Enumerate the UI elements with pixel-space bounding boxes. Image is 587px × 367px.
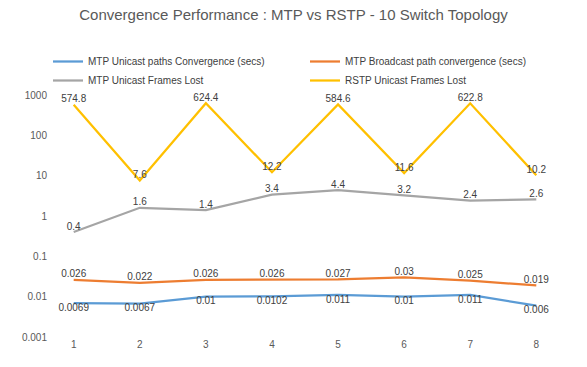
- svg-text:MTP Broadcast path convergence: MTP Broadcast path convergence (secs): [345, 56, 526, 67]
- svg-text:0.01: 0.01: [28, 291, 48, 302]
- svg-text:1: 1: [71, 339, 77, 350]
- svg-text:4: 4: [269, 339, 275, 350]
- svg-text:0.019: 0.019: [524, 274, 549, 285]
- svg-text:3: 3: [203, 339, 209, 350]
- svg-text:MTP Unicast paths Convergence: MTP Unicast paths Convergence (secs): [88, 56, 265, 67]
- svg-text:0.011: 0.011: [458, 294, 483, 305]
- svg-text:0.0067: 0.0067: [124, 302, 155, 313]
- svg-text:7.6: 7.6: [133, 169, 147, 180]
- svg-text:1: 1: [41, 211, 47, 222]
- svg-text:0.025: 0.025: [458, 269, 483, 280]
- svg-text:0.0102: 0.0102: [257, 295, 288, 306]
- svg-text:0.022: 0.022: [127, 271, 152, 282]
- svg-text:0.026: 0.026: [259, 268, 284, 279]
- svg-text:0.01: 0.01: [196, 295, 216, 306]
- svg-text:0.006: 0.006: [524, 304, 549, 315]
- svg-text:6: 6: [401, 339, 407, 350]
- svg-text:4.4: 4.4: [331, 179, 345, 190]
- svg-text:3.4: 3.4: [265, 183, 279, 194]
- svg-text:584.6: 584.6: [326, 93, 351, 104]
- svg-text:0.0069: 0.0069: [58, 302, 89, 313]
- svg-text:12.2: 12.2: [262, 161, 282, 172]
- svg-text:0.03: 0.03: [394, 266, 414, 277]
- svg-text:0.026: 0.026: [61, 268, 86, 279]
- svg-text:0.001: 0.001: [22, 332, 47, 343]
- svg-text:574.8: 574.8: [61, 93, 86, 104]
- svg-text:Convergence Performance : MTP: Convergence Performance : MTP vs RSTP - …: [79, 6, 508, 23]
- svg-text:11.6: 11.6: [395, 162, 414, 173]
- svg-text:2.6: 2.6: [529, 188, 543, 199]
- svg-text:MTP Unicast Frames Lost: MTP Unicast Frames Lost: [88, 75, 204, 86]
- svg-text:0.027: 0.027: [326, 268, 351, 279]
- svg-text:0.4: 0.4: [67, 221, 81, 232]
- svg-text:622.8: 622.8: [458, 92, 483, 103]
- svg-text:100: 100: [30, 130, 47, 141]
- svg-text:2: 2: [137, 339, 143, 350]
- svg-text:RSTP Unicast Frames Lost: RSTP Unicast Frames Lost: [345, 75, 466, 86]
- svg-text:0.1: 0.1: [33, 251, 47, 262]
- svg-text:1.6: 1.6: [133, 196, 147, 207]
- svg-text:10.2: 10.2: [527, 164, 547, 175]
- svg-text:7: 7: [467, 339, 473, 350]
- svg-text:8: 8: [534, 339, 540, 350]
- svg-text:3.2: 3.2: [397, 184, 411, 195]
- svg-text:2.4: 2.4: [463, 189, 477, 200]
- svg-text:1.4: 1.4: [199, 199, 213, 210]
- svg-text:0.01: 0.01: [394, 295, 414, 306]
- svg-text:624.4: 624.4: [193, 92, 218, 103]
- svg-text:5: 5: [335, 339, 341, 350]
- svg-text:0.026: 0.026: [193, 268, 218, 279]
- svg-text:10: 10: [36, 170, 48, 181]
- svg-text:0.011: 0.011: [326, 294, 351, 305]
- svg-text:1000: 1000: [25, 90, 48, 101]
